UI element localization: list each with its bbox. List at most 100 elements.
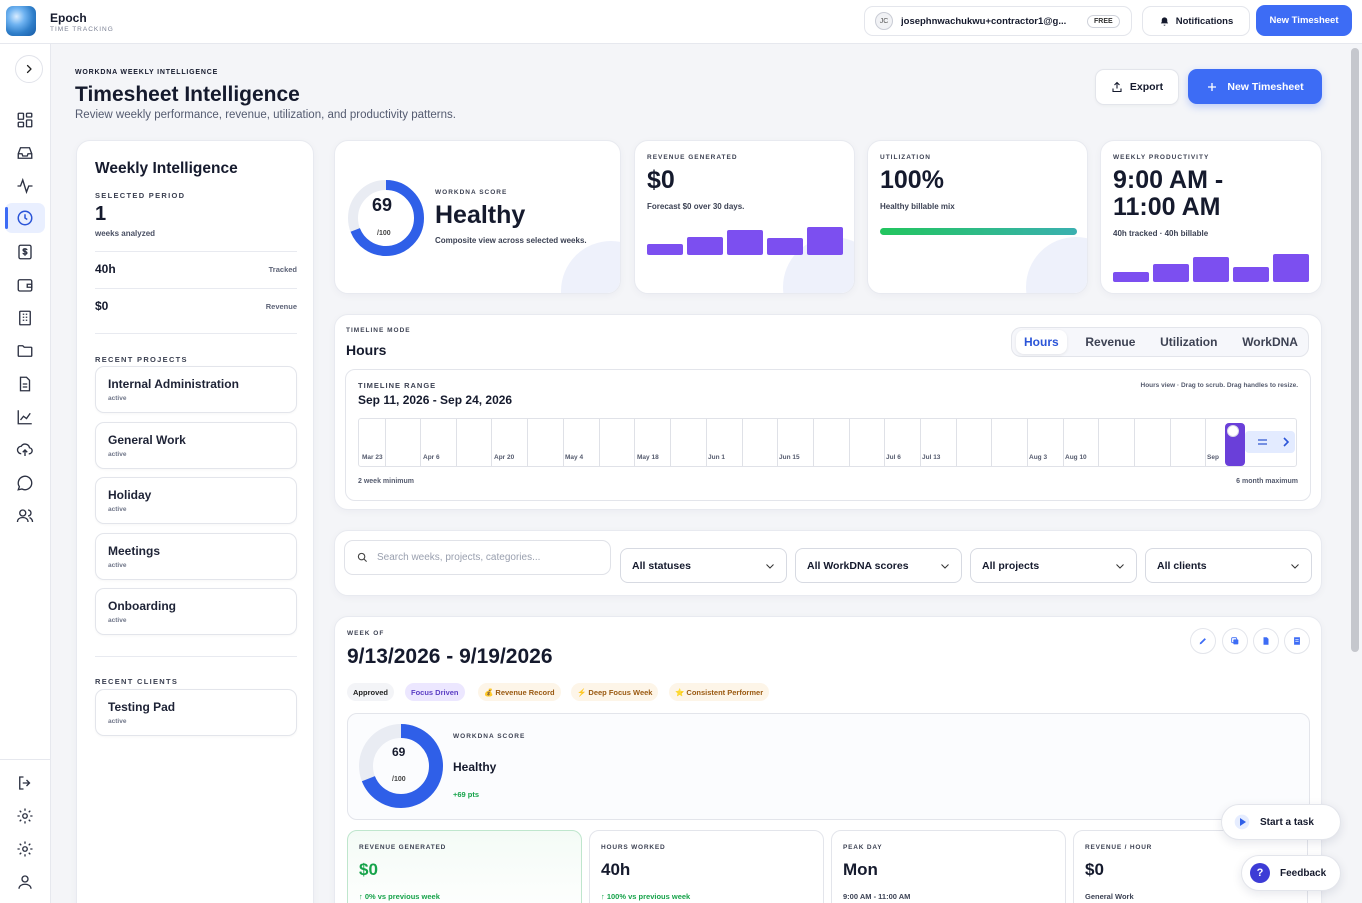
project-select[interactable]: All projects bbox=[970, 548, 1137, 583]
bar bbox=[767, 238, 803, 255]
nav-logout[interactable] bbox=[14, 772, 36, 794]
tick-label: Sep bbox=[1207, 454, 1219, 461]
nav-preferences[interactable] bbox=[14, 838, 36, 860]
productivity-eyebrow: WEEKLY PRODUCTIVITY bbox=[1113, 154, 1210, 161]
chevron-down-icon bbox=[766, 563, 774, 569]
tick bbox=[670, 419, 671, 466]
export-button[interactable]: Export bbox=[1095, 69, 1179, 105]
epoch-logo[interactable] bbox=[6, 6, 36, 36]
status-badge: Approved bbox=[347, 683, 395, 701]
nav-inbox[interactable] bbox=[14, 142, 36, 164]
recent-projects-label: RECENT PROJECTS bbox=[95, 355, 188, 364]
stat-footnote: General Work bbox=[1085, 892, 1134, 901]
account-email: josephnwachukwu+contractor1@g... bbox=[901, 15, 1067, 27]
project-item[interactable]: General Work active bbox=[95, 422, 297, 469]
nav-timesheets[interactable] bbox=[5, 203, 45, 233]
scrollbar-thumb[interactable] bbox=[1351, 48, 1359, 652]
filter-bar: All statuses All WorkDNA scores All proj… bbox=[334, 530, 1322, 596]
timeline-scrubber[interactable]: Mar 23 Apr 6 Apr 20 May 4 May 18 Jun 1 J… bbox=[358, 418, 1297, 467]
bar bbox=[647, 244, 683, 255]
timeline-mode-tabs: Hours Revenue Utilization WorkDNA bbox=[1011, 327, 1309, 357]
report-button[interactable] bbox=[1284, 628, 1310, 654]
tick bbox=[385, 419, 386, 466]
tick bbox=[956, 419, 957, 466]
nav-wallet[interactable] bbox=[14, 274, 36, 296]
tab-revenue[interactable]: Revenue bbox=[1085, 335, 1136, 349]
productivity-card: WEEKLY PRODUCTIVITY 9:00 AM - 11:00 AM 4… bbox=[1100, 140, 1322, 294]
start-task-button[interactable]: Start a task bbox=[1221, 804, 1341, 840]
score-ring bbox=[348, 180, 424, 256]
project-item[interactable]: Internal Administration active bbox=[95, 366, 297, 413]
new-timesheet-button[interactable]: New Timesheet bbox=[1188, 69, 1322, 104]
nav-team[interactable] bbox=[14, 505, 36, 527]
nav-projects[interactable] bbox=[14, 340, 36, 362]
project-item[interactable]: Onboarding active bbox=[95, 588, 297, 635]
duplicate-button[interactable] bbox=[1222, 628, 1248, 654]
divider bbox=[95, 288, 297, 289]
tick bbox=[491, 419, 492, 466]
timeline-eyebrow: TIMELINE MODE bbox=[346, 327, 411, 334]
project-item[interactable]: Holiday active bbox=[95, 477, 297, 524]
range-start-handle[interactable] bbox=[1227, 425, 1239, 437]
nav-activity[interactable] bbox=[14, 175, 36, 197]
stat-eyebrow: REVENUE GENERATED bbox=[359, 844, 447, 851]
nav-reports[interactable] bbox=[14, 406, 36, 428]
project-item[interactable]: Meetings active bbox=[95, 533, 297, 580]
range-drag-handle[interactable] bbox=[1245, 431, 1295, 453]
search-input[interactable] bbox=[377, 552, 597, 563]
workdna-score-select[interactable]: All WorkDNA scores bbox=[795, 548, 962, 583]
stat-eyebrow: PEAK DAY bbox=[843, 844, 883, 851]
page-eyebrow: WORKDNA WEEKLY INTELLIGENCE bbox=[75, 69, 219, 76]
nav-documents[interactable] bbox=[14, 373, 36, 395]
nav-dashboard[interactable] bbox=[14, 109, 36, 131]
status-select[interactable]: All statuses bbox=[620, 548, 787, 583]
tick bbox=[599, 419, 600, 466]
client-select[interactable]: All clients bbox=[1145, 548, 1312, 583]
client-item[interactable]: Testing Pad active bbox=[95, 689, 297, 736]
bar bbox=[687, 237, 723, 255]
gear-icon bbox=[17, 841, 33, 857]
bar bbox=[1153, 264, 1189, 282]
tick bbox=[1027, 419, 1028, 466]
chat-icon bbox=[17, 475, 33, 491]
export-week-button[interactable] bbox=[1253, 628, 1279, 654]
tab-hours[interactable]: Hours bbox=[1016, 330, 1067, 354]
bar bbox=[807, 227, 843, 255]
week-eyebrow: WEEK OF bbox=[347, 630, 385, 637]
utilization-value: 100% bbox=[880, 166, 944, 194]
stat-footnote: ↑ 0% vs previous week bbox=[359, 892, 440, 901]
nav-upload[interactable] bbox=[14, 439, 36, 461]
nav-clients[interactable] bbox=[14, 307, 36, 329]
revenue-eyebrow: REVENUE GENERATED bbox=[647, 154, 738, 161]
search-box[interactable] bbox=[344, 540, 611, 575]
workdna-score-card: 69 /100 WORKDNA SCORE Healthy Composite … bbox=[334, 140, 621, 294]
export-icon bbox=[1112, 81, 1122, 93]
inbox-icon bbox=[17, 147, 33, 159]
divider bbox=[95, 333, 297, 334]
page-subtitle: Review weekly performance, revenue, util… bbox=[75, 109, 456, 121]
nav-settings[interactable] bbox=[14, 805, 36, 827]
nav-invoices[interactable] bbox=[14, 241, 36, 263]
client-name: Testing Pad bbox=[108, 700, 176, 714]
bar bbox=[1193, 257, 1229, 282]
project-name: Holiday bbox=[108, 488, 152, 502]
deep-focus-badge: ⚡ Deep Focus Week bbox=[571, 683, 659, 701]
tick bbox=[777, 419, 778, 466]
feedback-button[interactable]: ? Feedback bbox=[1241, 855, 1341, 891]
tick bbox=[706, 419, 707, 466]
top-new-timesheet-button[interactable]: New Timesheet bbox=[1256, 5, 1352, 36]
timeline-range-panel: TIMELINE RANGE Sep 11, 2026 - Sep 24, 20… bbox=[345, 369, 1311, 501]
sidebar-toggle[interactable] bbox=[15, 55, 43, 83]
account-menu[interactable]: JC josephnwachukwu+contractor1@g... FREE bbox=[864, 6, 1132, 36]
notifications-button[interactable]: Notifications bbox=[1142, 6, 1250, 36]
tab-utilization[interactable]: Utilization bbox=[1160, 335, 1218, 349]
max-label: 6 month maximum bbox=[1236, 478, 1298, 485]
nav-messages[interactable] bbox=[14, 472, 36, 494]
tab-workdna[interactable]: WorkDNA bbox=[1242, 335, 1298, 349]
revenue-label: Revenue bbox=[265, 301, 297, 311]
client-select-value: All clients bbox=[1157, 559, 1207, 572]
edit-button[interactable] bbox=[1190, 628, 1216, 654]
status-select-value: All statuses bbox=[632, 559, 691, 572]
week-score-max: /100 bbox=[392, 776, 406, 783]
nav-profile[interactable] bbox=[14, 871, 36, 893]
